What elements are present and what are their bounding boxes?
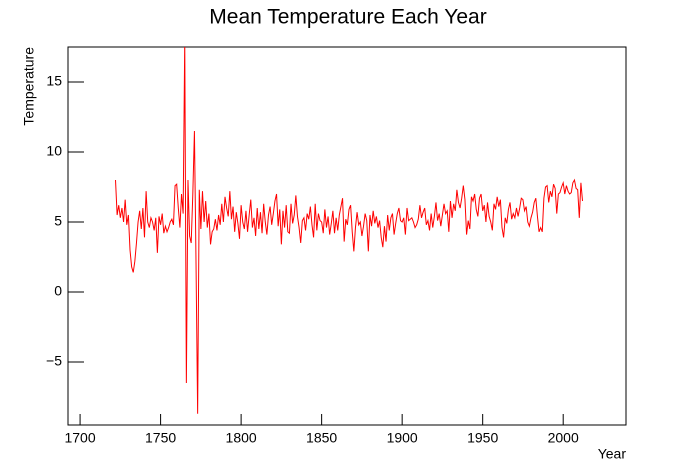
y-tick-label: 15 [46,73,62,89]
y-tick-label: 5 [54,213,62,229]
x-tick-label: 1850 [306,430,337,446]
x-tick-label: 1950 [467,430,498,446]
x-tick-label: 1800 [226,430,257,446]
y-tick-label: −5 [46,353,62,369]
data-line [115,47,584,414]
x-tick-label: 1900 [387,430,418,446]
x-axis-label: Year [598,446,627,462]
plot-area [115,47,584,414]
y-axis-label: Temperature [21,47,37,126]
x-tick-label: 1750 [145,430,176,446]
y-tick-label: 0 [54,283,62,299]
plot-frame [67,46,627,426]
x-tick-label: 2000 [548,430,579,446]
y-tick-label: 10 [46,143,62,159]
x-tick-label: 1700 [64,430,95,446]
chart-title: Mean Temperature Each Year [209,6,486,29]
